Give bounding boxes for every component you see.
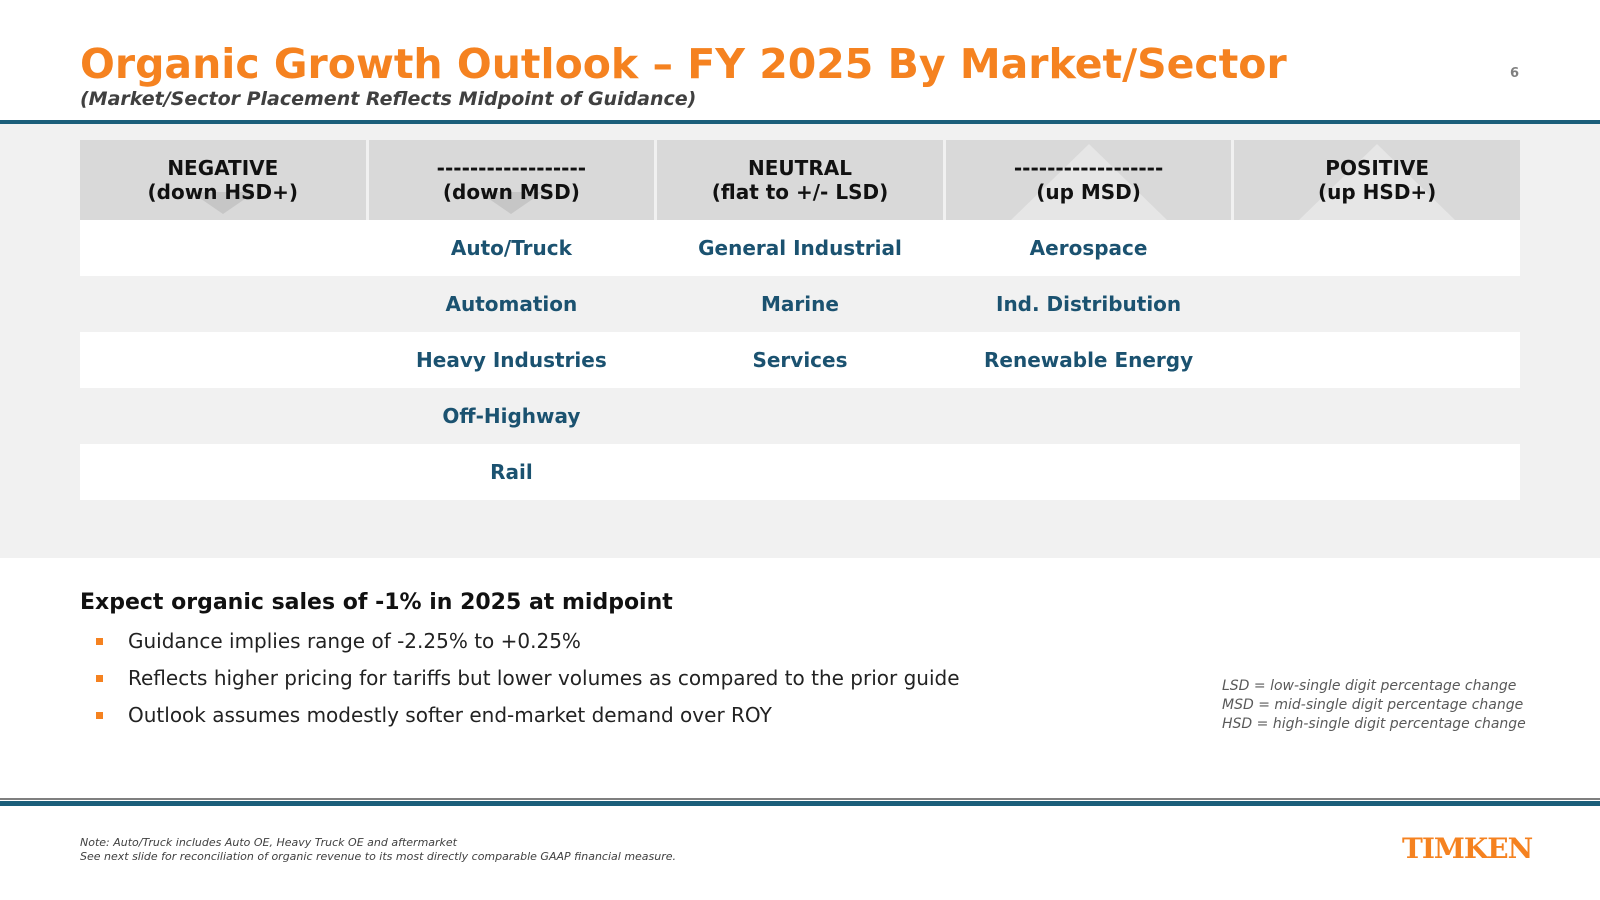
header-label: NEGATIVE xyxy=(167,156,279,180)
table-cell xyxy=(945,388,1232,444)
table-cell: Renewable Energy xyxy=(945,332,1232,388)
header-negative: NEGATIVE (down HSD+) xyxy=(80,140,366,220)
table-spacer-row xyxy=(80,500,1520,556)
table-cell: Aerospace xyxy=(945,220,1232,276)
table-row: Automation Marine Ind. Distribution xyxy=(80,276,1520,332)
bullet-item: Guidance implies range of -2.25% to +0.2… xyxy=(96,629,960,666)
table-cell xyxy=(1234,220,1520,276)
top-divider xyxy=(0,120,1600,124)
bottom-divider xyxy=(0,801,1600,806)
slide-subtitle: (Market/Sector Placement Reflects Midpoi… xyxy=(80,88,697,110)
header-label: ------------------ xyxy=(1013,156,1164,180)
table-cell: Off-Highway xyxy=(368,388,655,444)
table-cell xyxy=(80,220,366,276)
header-sublabel: (up HSD+) xyxy=(1318,180,1437,204)
header-label: NEUTRAL xyxy=(748,156,852,180)
header-neutral: NEUTRAL (flat to +/- LSD) xyxy=(657,140,943,220)
up-arrow-icon xyxy=(1010,144,1167,220)
header-row: NEGATIVE (down HSD+) ------------------ … xyxy=(80,140,1520,220)
bullet-text: Outlook assumes modestly softer end-mark… xyxy=(128,703,772,727)
table-row: Off-Highway xyxy=(80,388,1520,444)
summary-headline: Expect organic sales of -1% in 2025 at m… xyxy=(80,590,673,615)
summary-bullets: Guidance implies range of -2.25% to +0.2… xyxy=(96,629,960,740)
table-cell xyxy=(1234,276,1520,332)
table-cell: General Industrial xyxy=(657,220,943,276)
table-row: Auto/Truck General Industrial Aerospace xyxy=(80,220,1520,276)
footnote-line: See next slide for reconciliation of org… xyxy=(80,850,677,863)
table-cell: Rail xyxy=(368,444,655,500)
table-cell xyxy=(368,500,655,556)
table-cell xyxy=(80,332,366,388)
table-cell xyxy=(657,444,943,500)
header-label: ------------------ xyxy=(436,156,587,180)
table-cell: Automation xyxy=(368,276,655,332)
footnote: Note: Auto/Truck includes Auto OE, Heavy… xyxy=(80,836,676,864)
header-label: POSITIVE xyxy=(1325,156,1430,180)
header-down-msd: ------------------ (down MSD) xyxy=(368,140,655,220)
bullet-square-icon xyxy=(96,675,103,682)
down-arrow-icon xyxy=(479,192,544,214)
table-cell xyxy=(80,276,366,332)
page-number: 6 xyxy=(1510,66,1520,81)
header-sublabel: (flat to +/- LSD) xyxy=(711,180,889,204)
abbreviation-legend: LSD = low-single digit percentage change… xyxy=(1222,677,1526,734)
table-cell xyxy=(1234,444,1520,500)
header-sublabel: (down MSD) xyxy=(442,180,580,204)
bullet-item: Reflects higher pricing for tariffs but … xyxy=(96,666,960,703)
table-cell xyxy=(1234,332,1520,388)
table-cell: Ind. Distribution xyxy=(945,276,1232,332)
table-cell xyxy=(80,444,366,500)
up-arrow-icon xyxy=(1299,144,1456,220)
table-cell xyxy=(945,444,1232,500)
header-positive: POSITIVE (up HSD+) xyxy=(1234,140,1520,220)
table-cell xyxy=(657,500,943,556)
bullet-square-icon xyxy=(96,638,103,645)
table-cell xyxy=(657,388,943,444)
header-sublabel: (up MSD) xyxy=(1036,180,1141,204)
bullet-square-icon xyxy=(96,712,103,719)
table-cell xyxy=(945,500,1232,556)
outlook-table: NEGATIVE (down HSD+) ------------------ … xyxy=(80,140,1520,556)
down-arrow-icon xyxy=(190,192,255,214)
legend-item: HSD = high-single digit percentage chang… xyxy=(1222,716,1526,732)
bullet-item: Outlook assumes modestly softer end-mark… xyxy=(96,703,960,740)
table-cell: Auto/Truck xyxy=(368,220,655,276)
table-cell xyxy=(1234,388,1520,444)
table-row: Rail xyxy=(80,444,1520,500)
timken-logo: TIMKEN xyxy=(1402,832,1533,865)
bottom-divider-grey xyxy=(0,798,1600,800)
legend-item: MSD = mid-single digit percentage change xyxy=(1222,697,1524,713)
table-cell: Marine xyxy=(657,276,943,332)
legend-item: LSD = low-single digit percentage change xyxy=(1222,678,1517,694)
footnote-line: Note: Auto/Truck includes Auto OE, Heavy… xyxy=(80,836,457,849)
table-cell xyxy=(1234,500,1520,556)
slide-title: Organic Growth Outlook – FY 2025 By Mark… xyxy=(80,40,1287,88)
table-cell xyxy=(80,388,366,444)
bullet-text: Reflects higher pricing for tariffs but … xyxy=(128,666,960,690)
table-row: Heavy Industries Services Renewable Ener… xyxy=(80,332,1520,388)
table-cell xyxy=(80,500,366,556)
bullet-text: Guidance implies range of -2.25% to +0.2… xyxy=(128,629,581,653)
header-up-msd: ------------------ (up MSD) xyxy=(945,140,1232,220)
header-sublabel: (down HSD+) xyxy=(147,180,299,204)
table-cell: Services xyxy=(657,332,943,388)
table-cell: Heavy Industries xyxy=(368,332,655,388)
